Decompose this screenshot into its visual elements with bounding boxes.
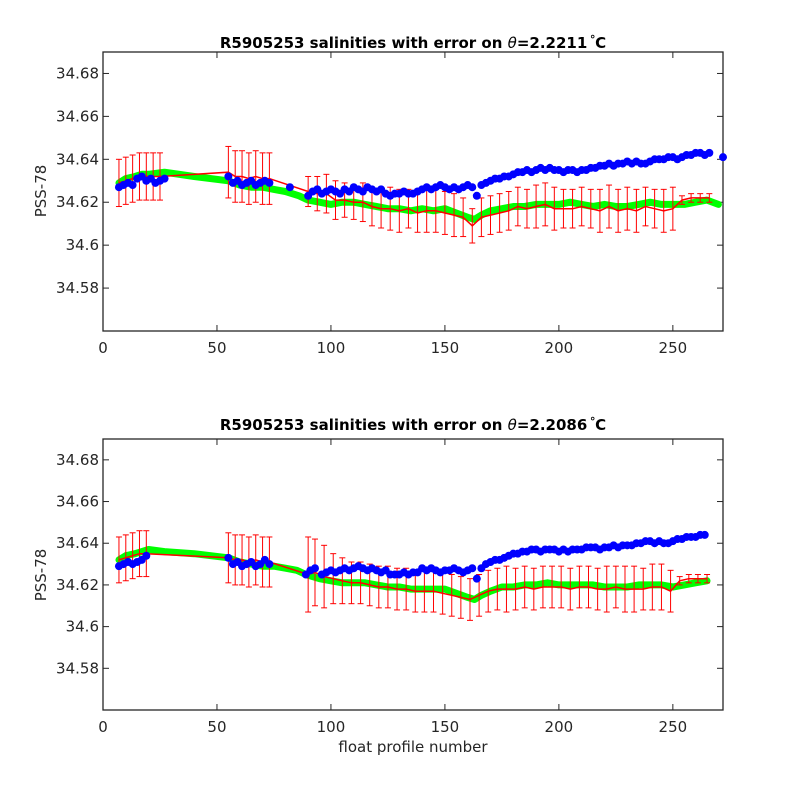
top-y-tick-label: 34.64 [56,150,99,168]
bottom-x-tick-label: 100 [317,718,346,736]
bottom-y-tick-label: 34.6 [66,618,99,636]
bottom-float-point [468,564,477,573]
top-y-axis-label: PSS-78 [32,165,50,218]
top-float-point [160,174,169,183]
bottom-float-point [310,564,319,573]
top-float-point [224,172,233,181]
top-plot-area [102,51,724,332]
bottom-y-tick-label: 34.68 [56,451,99,469]
bottom-axis-ticks: 0 50 100 150 200 250 34.58 34.6 34.62 34.64 34.66 3… [56,439,723,736]
bottom-float-point [142,551,151,560]
top-float-point [472,191,481,200]
bottom-float-point [265,560,274,569]
bottom-y-axis-label: PSS-78 [32,549,50,602]
bottom-y-tick-label: 34.66 [56,493,99,511]
top-panel: R5905253 salinities with error on θ=2.22… [32,30,727,357]
bottom-panel: R5905253 salinities with error on θ=2.20… [32,412,724,756]
bottom-calibrated-salinity-line [118,552,707,601]
top-float-point [285,183,294,192]
bottom-float-point [700,530,709,539]
bottom-y-tick-label: 34.58 [56,659,99,677]
bottom-x-axis-label: float profile number [338,738,488,756]
bottom-y-tick-label: 34.64 [56,534,99,552]
bottom-x-tick-label: 200 [545,718,574,736]
bottom-float-point [472,574,481,583]
top-x-tick-label: 250 [659,339,688,357]
top-float-salinity-series [114,148,727,200]
top-axis-ticks: 0 50 100 150 200 250 34.58 34.6 34.62 34.64 34.66 3… [56,52,723,357]
top-y-tick-label: 34.62 [56,193,99,211]
top-y-tick-label: 34.68 [56,64,99,82]
bottom-x-tick-label: 0 [98,718,108,736]
bottom-float-point [224,553,233,562]
top-float-point [128,181,137,190]
bottom-plot-area [102,438,724,711]
bottom-chart-title: R5905253 salinities with error on θ=2.20… [220,412,606,434]
bottom-calibrated-salinity-series [115,530,711,621]
top-float-point [705,148,714,157]
top-x-tick-label: 100 [317,339,346,357]
top-float-point [265,178,274,187]
bottom-x-tick-label: 250 [659,718,688,736]
top-x-tick-label: 200 [545,339,574,357]
bottom-float-salinity-series [114,530,709,583]
bottom-x-tick-label: 150 [431,718,460,736]
top-y-tick-label: 34.58 [56,279,99,297]
top-chart-title: R5905253 salinities with error on θ=2.22… [220,30,606,52]
top-x-tick-label: 150 [431,339,460,357]
top-float-point [468,183,477,192]
top-x-tick-label: 50 [207,339,226,357]
bottom-x-tick-label: 50 [207,718,226,736]
top-y-tick-label: 34.6 [66,236,99,254]
top-y-tick-label: 34.66 [56,107,99,125]
top-float-point [719,153,727,162]
top-x-tick-label: 0 [98,339,108,357]
bottom-y-tick-label: 34.62 [56,576,99,594]
top-calibrated-salinity-line [118,171,710,227]
